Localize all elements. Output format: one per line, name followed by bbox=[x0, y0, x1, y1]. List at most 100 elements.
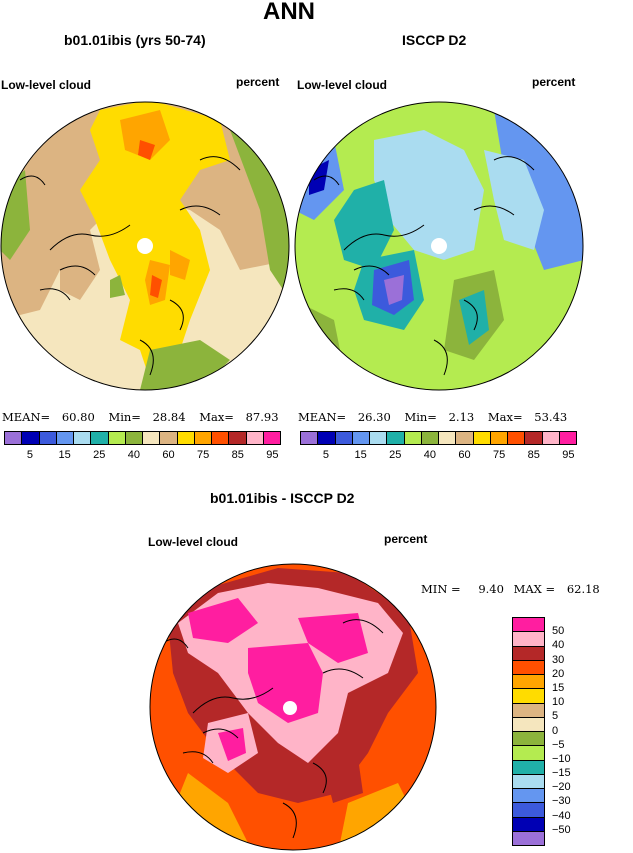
colorbar-swatch bbox=[262, 432, 280, 444]
colorbar-tick-label: −50 bbox=[552, 823, 571, 836]
colorbar-tick-label: 5 bbox=[26, 449, 34, 461]
obs-mean-value: 26.30 bbox=[357, 410, 391, 424]
colorbar-swatch bbox=[513, 788, 544, 803]
colorbar-swatch bbox=[513, 645, 544, 660]
page-title: ANN bbox=[263, 0, 315, 25]
colorbar-swatch bbox=[301, 432, 318, 444]
colorbar-tick-label: −30 bbox=[552, 795, 571, 808]
colorbar-swatch bbox=[351, 432, 369, 444]
obs-variable-label: Low-level cloud bbox=[297, 78, 388, 92]
colorbar-swatch bbox=[455, 432, 473, 444]
colorbar-swatch bbox=[513, 716, 544, 731]
colorbar-tick-label: 40 bbox=[552, 639, 565, 652]
obs-min-label: Min= bbox=[404, 410, 437, 424]
colorbar-tick-label: 40 bbox=[127, 449, 140, 461]
colorbar-tick-label: 75 bbox=[196, 449, 210, 461]
colorbar-tick-label: 40 bbox=[423, 449, 436, 461]
diff-units-label: percent bbox=[384, 532, 428, 546]
colorbar-tick-label: 60 bbox=[458, 449, 471, 461]
colorbar-swatch bbox=[386, 432, 404, 444]
colorbar-swatch bbox=[369, 432, 387, 444]
colorbar-swatch bbox=[159, 432, 177, 444]
obs-polar-map bbox=[294, 101, 584, 391]
colorbar-swatch bbox=[513, 759, 544, 774]
model-min-value: 28.84 bbox=[152, 410, 186, 424]
diff-min-value: 9.40 bbox=[478, 582, 504, 596]
diff-min-label: MIN = bbox=[421, 582, 461, 596]
colorbar-tick-label: −40 bbox=[552, 809, 571, 822]
colorbar-obs-ticks: 5 15 25 40 60 75 85 95 bbox=[300, 445, 577, 461]
colorbar-model: 5 15 25 40 60 75 85 95 bbox=[4, 431, 281, 463]
colorbar-swatch bbox=[5, 432, 22, 444]
colorbar-tick-label: 85 bbox=[527, 449, 540, 461]
model-max-label: Max= bbox=[199, 410, 234, 424]
colorbar-swatch bbox=[176, 432, 194, 444]
colorbar-swatch bbox=[513, 618, 544, 632]
colorbar-tick-label: 60 bbox=[162, 449, 175, 461]
colorbar-swatch bbox=[245, 432, 263, 444]
colorbar-diff-swatches bbox=[512, 617, 545, 846]
colorbar-tick-label: 0 bbox=[552, 724, 559, 737]
colorbar-diff: 50 40 30 20 15 10 5 0 −5 −10 −15 −20 −30 −40 −50 bbox=[512, 617, 592, 849]
model-min-label: Min= bbox=[108, 410, 141, 424]
colorbar-tick-label: 30 bbox=[552, 653, 565, 666]
obs-units-label: percent bbox=[532, 75, 576, 89]
colorbar-tick-label: 95 bbox=[266, 449, 279, 461]
model-polar-map bbox=[0, 101, 290, 391]
colorbar-tick-label: 25 bbox=[93, 449, 106, 461]
model-max-value: 87.93 bbox=[245, 410, 279, 424]
colorbar-swatch bbox=[513, 631, 544, 646]
model-units-label: percent bbox=[236, 75, 280, 89]
colorbar-tick-label: 10 bbox=[552, 696, 565, 709]
colorbar-swatch bbox=[507, 432, 525, 444]
diff-polar-map bbox=[149, 563, 437, 851]
colorbar-tick-label: 95 bbox=[562, 449, 575, 461]
colorbar-swatch bbox=[513, 745, 544, 760]
colorbar-tick-label: 20 bbox=[552, 667, 565, 680]
colorbar-model-ticks: 5 15 25 40 60 75 85 95 bbox=[4, 445, 281, 461]
colorbar-swatch bbox=[55, 432, 73, 444]
obs-map-title: ISCCP D2 bbox=[402, 32, 467, 48]
colorbar-tick-label: 15 bbox=[58, 449, 71, 461]
colorbar-swatch bbox=[513, 702, 544, 717]
colorbar-swatch bbox=[524, 432, 542, 444]
obs-mean-label: MEAN= bbox=[298, 410, 347, 424]
colorbar-tick-label: 25 bbox=[389, 449, 402, 461]
obs-max-value: 53.43 bbox=[534, 410, 568, 424]
colorbar-swatch bbox=[142, 432, 160, 444]
obs-max-label: Max= bbox=[487, 410, 523, 424]
colorbar-swatch bbox=[90, 432, 108, 444]
colorbar-diff-ticks: 50 40 30 20 15 10 5 0 −5 −10 −15 −20 −30 −40 −50 bbox=[552, 617, 592, 844]
obs-min-value: 2.13 bbox=[448, 410, 475, 424]
model-variable-label: Low-level cloud bbox=[1, 78, 92, 92]
diff-minmax: MIN = 9.40 MAX = 62.18 bbox=[421, 582, 600, 596]
colorbar-tick-label: −10 bbox=[552, 752, 571, 765]
colorbar-swatch bbox=[193, 432, 211, 444]
colorbar-tick-label: 75 bbox=[492, 449, 506, 461]
colorbar-obs: 5 15 25 40 60 75 85 95 bbox=[300, 431, 577, 463]
colorbar-swatch bbox=[513, 830, 544, 845]
colorbar-swatch bbox=[124, 432, 142, 444]
colorbar-swatch bbox=[211, 432, 229, 444]
colorbar-swatch bbox=[513, 816, 544, 831]
diff-max-label: MAX = bbox=[513, 582, 556, 596]
colorbar-swatch bbox=[107, 432, 125, 444]
colorbar-swatch bbox=[489, 432, 507, 444]
colorbar-tick-label: 5 bbox=[322, 449, 330, 461]
colorbar-swatch bbox=[513, 659, 544, 674]
colorbar-tick-label: 50 bbox=[552, 625, 565, 638]
colorbar-obs-swatches bbox=[300, 431, 577, 445]
colorbar-tick-label: −20 bbox=[552, 781, 571, 794]
colorbar-swatch bbox=[403, 432, 421, 444]
colorbar-model-swatches bbox=[4, 431, 281, 445]
colorbar-swatch bbox=[513, 674, 544, 689]
colorbar-swatch bbox=[317, 432, 335, 444]
colorbar-swatch bbox=[558, 432, 576, 444]
colorbar-tick-label: 85 bbox=[231, 449, 244, 461]
colorbar-tick-label: −5 bbox=[552, 738, 565, 751]
colorbar-swatch bbox=[513, 773, 544, 788]
colorbar-swatch bbox=[513, 731, 544, 746]
model-map-title: b01.01ibis (yrs 50-74) bbox=[64, 32, 206, 48]
model-mean-label: MEAN= bbox=[2, 410, 51, 424]
difference-title: b01.01ibis - ISCCP D2 bbox=[210, 490, 355, 506]
